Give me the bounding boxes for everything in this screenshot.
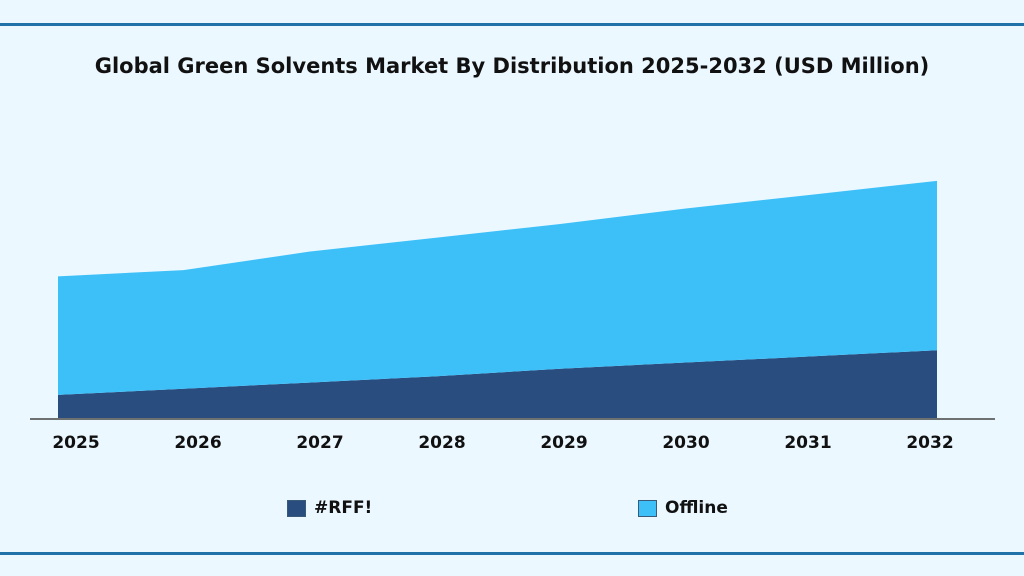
x-tick-label: 2032 — [906, 433, 953, 453]
top-rule — [0, 23, 1024, 26]
x-tick-label: 2028 — [418, 433, 465, 453]
legend-swatch-rff — [287, 499, 306, 517]
x-tick-label: 2027 — [296, 433, 343, 453]
x-tick-label: 2030 — [662, 433, 709, 453]
legend-swatch-offline — [638, 499, 657, 517]
bottom-rule — [0, 552, 1024, 555]
legend-label-offline: Offline — [665, 498, 728, 518]
legend-item-offline: Offline — [638, 498, 728, 518]
legend-item-rff: #RFF! — [287, 498, 372, 518]
x-tick-label: 2025 — [52, 433, 99, 453]
legend-label-rff: #RFF! — [314, 498, 373, 518]
x-tick-label: 2026 — [174, 433, 221, 453]
chart-title: Global Green Solvents Market By Distribu… — [94, 54, 930, 78]
x-tick-label: 2029 — [540, 433, 587, 453]
area-series-rff — [58, 350, 937, 418]
x-tick-label: 2031 — [784, 433, 831, 453]
area-series-offline — [58, 180, 937, 395]
